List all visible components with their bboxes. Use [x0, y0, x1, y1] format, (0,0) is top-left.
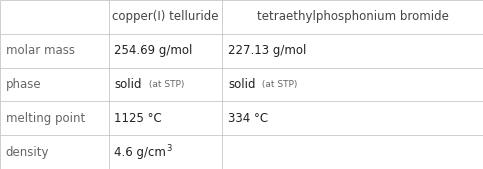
Text: phase: phase — [6, 78, 42, 91]
Text: solid: solid — [114, 78, 142, 91]
Text: tetraethylphosphonium bromide: tetraethylphosphonium bromide — [256, 10, 449, 23]
Text: solid: solid — [228, 78, 256, 91]
Text: 227.13 g/mol: 227.13 g/mol — [228, 44, 306, 57]
Text: 254.69 g/mol: 254.69 g/mol — [114, 44, 193, 57]
Text: 334 °C: 334 °C — [228, 112, 268, 125]
Text: (at STP): (at STP) — [146, 80, 184, 89]
Text: (at STP): (at STP) — [259, 80, 298, 89]
Text: copper(I) telluride: copper(I) telluride — [112, 10, 219, 23]
Text: 1125 °C: 1125 °C — [114, 112, 162, 125]
Text: 4.6 g/cm: 4.6 g/cm — [114, 146, 166, 159]
Text: density: density — [6, 146, 49, 159]
Text: 3: 3 — [166, 144, 172, 153]
Text: molar mass: molar mass — [6, 44, 75, 57]
Text: melting point: melting point — [6, 112, 85, 125]
